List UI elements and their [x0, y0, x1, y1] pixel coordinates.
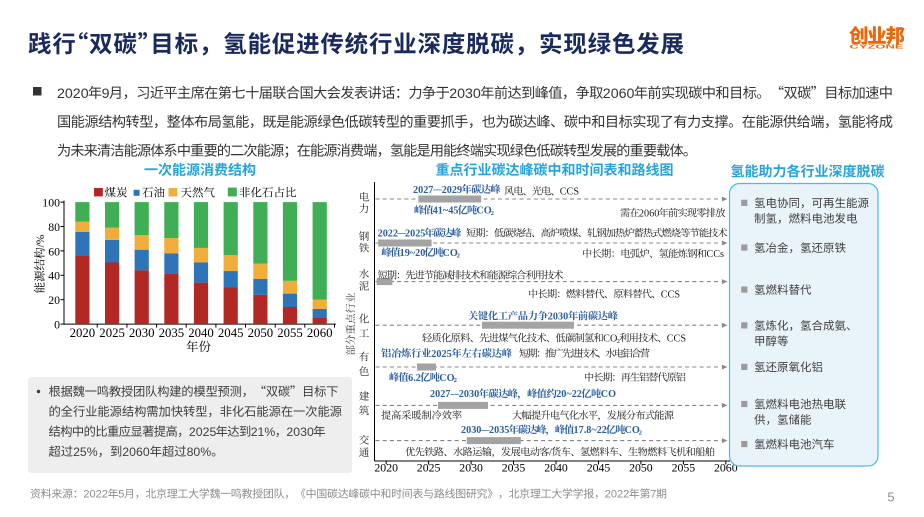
svg-text:CCS: CCS — [667, 333, 687, 344]
svg-text:2029: 2029 — [442, 185, 462, 196]
svg-text:40: 40 — [48, 269, 60, 283]
svg-text:2045: 2045 — [587, 461, 611, 475]
svg-text:CO: CO — [603, 333, 617, 344]
svg-text:6.2: 6.2 — [408, 373, 421, 384]
svg-text:2022: 2022 — [605, 489, 630, 501]
svg-text:2022: 2022 — [83, 489, 108, 501]
svg-text:5: 5 — [887, 489, 894, 504]
svg-text:2035: 2035 — [489, 425, 509, 436]
svg-text:/: / — [549, 447, 552, 458]
svg-text:19~20: 19~20 — [400, 248, 426, 259]
svg-text:CCS: CCS — [661, 289, 681, 300]
svg-text:2055: 2055 — [672, 461, 696, 475]
svg-text:CCs: CCs — [706, 249, 724, 260]
svg-text:2050: 2050 — [248, 326, 274, 340]
svg-text:2027: 2027 — [430, 389, 450, 400]
svg-text:60: 60 — [48, 244, 60, 258]
svg-text:2055: 2055 — [277, 326, 303, 340]
svg-text:2030: 2030 — [129, 326, 155, 340]
svg-text:CO: CO — [625, 425, 640, 436]
svg-text:20~22: 20~22 — [556, 389, 582, 400]
svg-text:2030: 2030 — [449, 86, 481, 102]
svg-text:80: 80 — [48, 220, 60, 234]
svg-text:17.8~22: 17.8~22 — [574, 425, 607, 436]
svg-text:2: 2 — [454, 377, 457, 384]
svg-text:CCS: CCS — [560, 187, 580, 198]
svg-text:CO: CO — [476, 206, 491, 217]
svg-text:2: 2 — [457, 252, 460, 259]
svg-text:2050: 2050 — [629, 461, 653, 475]
svg-text:21%: 21% — [251, 425, 276, 439]
svg-text:2025: 2025 — [99, 326, 125, 340]
svg-text:CO: CO — [443, 248, 458, 259]
svg-text:2027: 2027 — [413, 185, 433, 196]
svg-text:2030: 2030 — [286, 425, 314, 439]
svg-text:2060: 2060 — [122, 445, 150, 459]
svg-text:2045: 2045 — [218, 326, 244, 340]
svg-text:2025: 2025 — [405, 228, 425, 239]
svg-text:/%: /% — [35, 234, 47, 247]
svg-text:2020: 2020 — [70, 326, 96, 340]
svg-text:100: 100 — [42, 196, 60, 210]
svg-text:80%: 80% — [187, 445, 212, 459]
svg-text:2: 2 — [491, 210, 494, 217]
svg-text:2: 2 — [617, 338, 620, 345]
svg-text:2030: 2030 — [459, 389, 479, 400]
svg-text:9: 9 — [102, 86, 110, 102]
svg-text:CO: CO — [439, 373, 454, 384]
svg-text:2040: 2040 — [544, 461, 568, 475]
svg-text:2022: 2022 — [378, 228, 398, 239]
svg-text:2035: 2035 — [159, 326, 185, 340]
svg-text:2025: 2025 — [189, 425, 217, 439]
svg-text:5: 5 — [118, 489, 124, 501]
svg-text:2: 2 — [639, 430, 642, 437]
svg-text:0: 0 — [54, 318, 60, 332]
svg-text:2030: 2030 — [548, 311, 568, 322]
svg-text:CO: CO — [601, 389, 616, 400]
svg-text:2060: 2060 — [603, 86, 635, 102]
svg-text:2025: 2025 — [431, 349, 451, 360]
svg-text:2060: 2060 — [639, 208, 659, 219]
svg-text:2035: 2035 — [502, 461, 526, 475]
svg-text:2020: 2020 — [57, 86, 89, 102]
svg-text:2060: 2060 — [307, 326, 333, 340]
svg-text:CYZONE: CYZONE — [850, 45, 905, 51]
svg-text:2030: 2030 — [461, 425, 481, 436]
svg-text:25%: 25% — [73, 445, 98, 459]
svg-text:2060: 2060 — [714, 461, 738, 475]
svg-text:2030: 2030 — [459, 461, 483, 475]
svg-text:2040: 2040 — [188, 326, 214, 340]
svg-text:2025: 2025 — [417, 461, 441, 475]
svg-text:2020: 2020 — [374, 461, 398, 475]
svg-text:41~45: 41~45 — [433, 206, 459, 217]
svg-text:7: 7 — [650, 489, 656, 501]
svg-text:20: 20 — [48, 293, 60, 307]
